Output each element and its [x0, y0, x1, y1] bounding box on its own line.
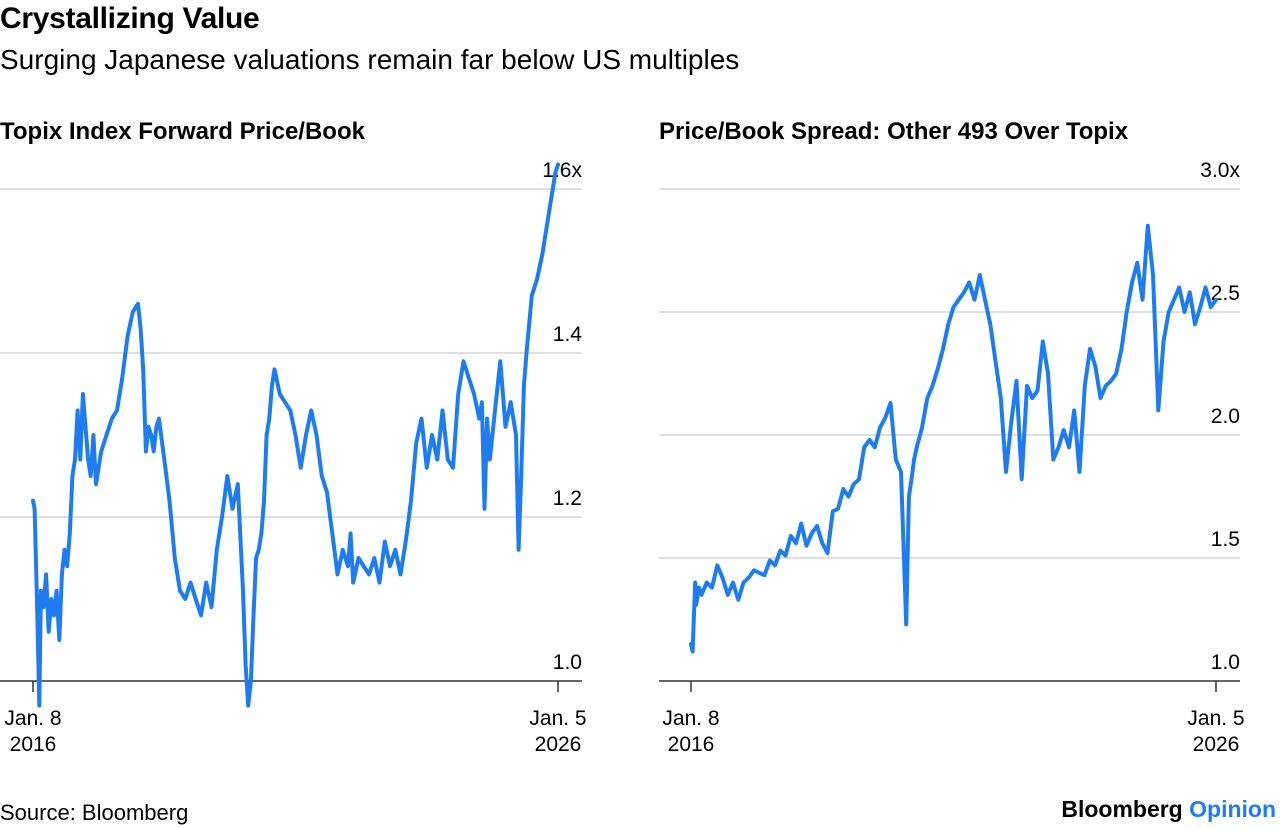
chart-title: Crystallizing Value: [0, 2, 260, 35]
x-tick-label-year: 2016: [668, 733, 715, 756]
chart-subtitle: Surging Japanese valuations remain far b…: [0, 44, 740, 75]
y-tick-label: 1.5: [1211, 528, 1240, 551]
right-chart: 1.0 1.5 2.0 2.5 3.0x Jan. 8 2016 Jan. 5 2026: [659, 159, 1245, 756]
brand-main: Bloomberg: [1061, 796, 1183, 822]
x-tick-label: Jan. 5: [1187, 707, 1244, 730]
series-line: [31, 162, 560, 708]
x-tick-label-year: 2016: [10, 733, 57, 756]
y-tick-label: 1.0: [1211, 651, 1240, 674]
brand-logo: Bloomberg Opinion: [1061, 796, 1276, 823]
brand-accent: Opinion: [1189, 796, 1276, 822]
y-tick-label: 1.4: [553, 323, 583, 346]
x-tick-label-year: 2026: [1193, 733, 1240, 756]
x-tick-label: Jan. 8: [4, 707, 61, 730]
y-tick-label: 3.0x: [1200, 159, 1240, 182]
right-panel-title: Price/Book Spread: Other 493 Over Topix: [659, 118, 1129, 145]
x-tick-label: Jan. 8: [662, 707, 719, 730]
x-tick-label: Jan. 5: [529, 707, 586, 730]
left-chart: 1.0 1.2 1.4 1.6x Jan. 8 2016 Jan. 5 2026: [0, 159, 587, 756]
y-tick-label: 1.6x: [542, 159, 582, 182]
left-panel-title: Topix Index Forward Price/Book: [0, 118, 365, 145]
y-tick-label: 2.0: [1211, 405, 1240, 428]
x-tick-label-year: 2026: [535, 733, 582, 756]
y-tick-label: 1.2: [553, 487, 582, 510]
source-note: Source: Bloomberg: [0, 800, 189, 825]
y-tick-label: 1.0: [553, 651, 582, 674]
series-line: [689, 223, 1218, 654]
y-tick-label: 2.5: [1211, 282, 1240, 305]
